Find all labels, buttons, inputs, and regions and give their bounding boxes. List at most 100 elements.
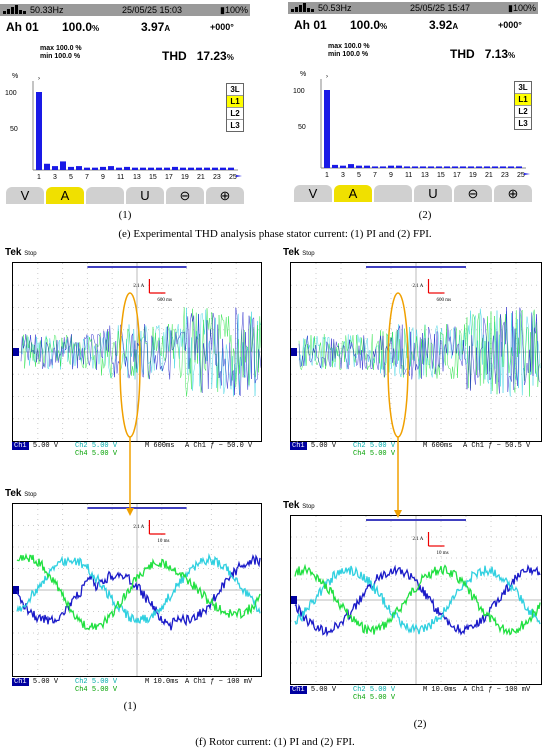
- harmonic-bar-9: [388, 165, 394, 168]
- x-tick-label: 5: [357, 172, 361, 179]
- battery-level: ▮100%: [220, 5, 248, 15]
- harmonic-bar-25: [228, 167, 234, 170]
- svg-text:›: ›: [38, 76, 40, 82]
- y-unit-label: %: [300, 71, 306, 78]
- scope-ch4-readout: Ch4 5.00 V: [353, 450, 396, 458]
- harmonic-bar-17: [164, 167, 170, 170]
- datetime: 25/05/25 15:47: [410, 3, 471, 13]
- harmonic-bar-9: [100, 166, 106, 170]
- harmonic-bar-14: [140, 167, 146, 170]
- function-buttons: V A U ⊖ ⊕: [288, 185, 538, 203]
- harmonic-bar-15: [436, 166, 442, 168]
- status-bar: 50.53Hz 25/05/25 15:47 ▮100%: [288, 2, 538, 14]
- phase-l1[interactable]: L1: [227, 96, 243, 108]
- current-button[interactable]: A: [46, 187, 84, 204]
- x-tick-label: 7: [373, 172, 377, 179]
- harmonic-bar-10: [396, 165, 402, 168]
- sub-caption-e2: (2): [418, 209, 432, 221]
- x-tick-label: 21: [485, 172, 493, 179]
- battery-icon: ▮: [508, 3, 513, 13]
- thd-value: THD 7.13%: [450, 47, 516, 61]
- phase-l3[interactable]: L3: [518, 119, 528, 128]
- harmonic-bar-14: [428, 166, 434, 168]
- scope-stator-pi: Tek Stop 2.1 A 600 ms Ch1 5.00 V Ch2 5.00…: [5, 247, 263, 462]
- x-tick-label: 23: [501, 172, 509, 179]
- phase-l3[interactable]: L3: [230, 121, 240, 130]
- scope-brand: Tek Stop: [5, 247, 37, 258]
- y-tick-100: 100: [5, 90, 17, 97]
- harmonic-bar-1: [324, 90, 330, 168]
- harmonic-bar-19: [468, 166, 474, 168]
- scope-trigger: A Ch1 ƒ − 50.0 V: [185, 442, 253, 450]
- sub-caption-f2: (2): [413, 718, 427, 730]
- phase-3l[interactable]: 3L: [227, 84, 243, 96]
- harmonic-bar-21: [484, 166, 490, 168]
- phase-3l[interactable]: 3L: [515, 82, 531, 94]
- x-tick-label: 11: [117, 174, 124, 181]
- harmonic-bar-12: [412, 166, 418, 168]
- zoom-in-button[interactable]: ⊕: [494, 185, 532, 202]
- phase-l2[interactable]: L2: [515, 106, 531, 118]
- trace-1: [298, 309, 541, 397]
- y-tick-50: 50: [10, 126, 18, 133]
- blank-button[interactable]: [374, 185, 412, 202]
- current-button[interactable]: A: [334, 185, 372, 202]
- x-tick-label: 13: [133, 174, 141, 181]
- channel-label: Ah 01: [294, 18, 327, 32]
- thd-value: THD 17.23%: [162, 49, 234, 63]
- harmonic-bar-5: [356, 165, 362, 168]
- harmonic-bar-13: [132, 167, 138, 170]
- scope-brand: Tek Stop: [283, 247, 315, 258]
- zoom-in-icon: ⊕: [507, 186, 519, 201]
- trace-1: [294, 565, 541, 635]
- scale-amp: 2.1 A: [133, 525, 144, 530]
- trace-2: [16, 552, 261, 631]
- harmonic-bar-20: [476, 166, 482, 168]
- harmonic-bar-23: [500, 166, 506, 168]
- trace-1: [16, 552, 261, 624]
- zoom-in-button[interactable]: ⊕: [206, 187, 244, 204]
- voltage-button[interactable]: V: [294, 185, 332, 202]
- phase-l1[interactable]: L1: [515, 94, 531, 106]
- harmonic-bar-3: [340, 165, 346, 168]
- phase-selector[interactable]: 3L L1 L2 L3: [226, 83, 244, 132]
- scale-amp: 2.1 A: [413, 537, 424, 542]
- phase-l2[interactable]: L2: [227, 108, 243, 120]
- zoom-out-icon: ⊖: [179, 188, 191, 203]
- scope-trigger: A Ch1 ƒ − 100 mV: [185, 678, 253, 686]
- x-tick-label: 23: [213, 174, 221, 181]
- harmonic-bar-5: [68, 166, 74, 170]
- harmonic-bar-4: [348, 164, 354, 168]
- max-min: max 100.0 % min 100.0 %: [328, 43, 370, 58]
- y-unit-label: %: [12, 73, 18, 80]
- scope-ch2-readout: Ch2 5.00 V: [353, 686, 396, 694]
- harmonic-bar-7: [84, 167, 90, 170]
- harmonic-bar-17: [452, 166, 458, 168]
- u-button[interactable]: U: [414, 185, 452, 202]
- x-tick-label: 21: [197, 174, 205, 181]
- ground-marker: [291, 596, 297, 604]
- scale-time: 10 ms: [437, 551, 449, 556]
- scale-amp: 2.1 A: [133, 284, 144, 289]
- harmonic-bar-13: [420, 166, 426, 168]
- scope-ch2-readout: Ch2 5.00 V: [75, 678, 118, 686]
- trace-0: [20, 307, 261, 397]
- zoom-out-button[interactable]: ⊖: [454, 185, 492, 202]
- scope-timebase: M 10.0ms: [423, 686, 457, 694]
- harmonic-bar-2: [332, 164, 338, 168]
- zoom-out-button[interactable]: ⊖: [166, 187, 204, 204]
- u-button[interactable]: U: [126, 187, 164, 204]
- harmonic-bar-7: [372, 166, 378, 168]
- x-tick-label: 1: [325, 172, 329, 179]
- harmonic-bar-1: [36, 92, 42, 170]
- scope-trigger: A Ch1 ƒ − 100 mV: [463, 686, 531, 694]
- channel-label: Ah 01: [6, 20, 39, 34]
- harmonic-bar-2: [44, 163, 50, 170]
- phase-selector[interactable]: 3L L1 L2 L3: [514, 81, 532, 130]
- harmonic-bar-16: [444, 166, 450, 168]
- arrow-icon: [236, 175, 242, 177]
- voltage-button[interactable]: V: [6, 187, 44, 204]
- x-tick-label: 1: [37, 174, 41, 181]
- scope-ch4-readout: Ch4 5.00 V: [75, 450, 118, 458]
- blank-button[interactable]: [86, 187, 124, 204]
